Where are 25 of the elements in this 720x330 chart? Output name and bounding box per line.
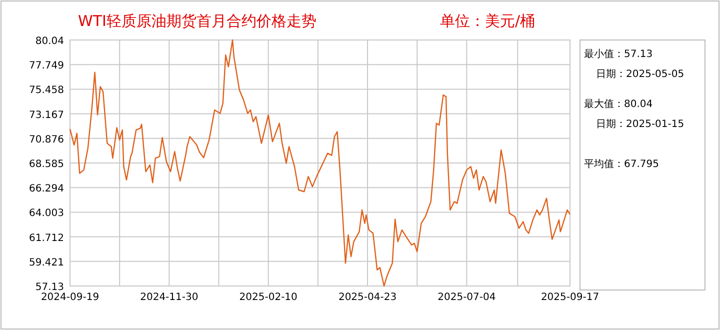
x-tick-label: 2024-11-30 — [140, 292, 198, 303]
y-tick-label: 57.13 — [35, 282, 64, 293]
y-tick-label: 80.04 — [35, 36, 64, 47]
y-tick-label: 73.167 — [29, 110, 64, 121]
x-tick-label: 2024-09-19 — [40, 292, 100, 303]
y-tick-label: 70.876 — [29, 134, 64, 146]
x-tick-label: 2025-07-04 — [438, 292, 496, 303]
y-tick-label: 77.749 — [29, 60, 64, 72]
text: 日期：2025-01-15 — [596, 118, 684, 130]
y-tick-label: 66.294 — [29, 184, 64, 195]
chart-subtitle: 单位：美元/桶 — [440, 12, 536, 30]
text: 最大值：80.04 — [584, 98, 653, 110]
y-tick-label: 64.003 — [29, 208, 64, 220]
chart-title: WTI轻质原油期货首月合约价格走势 — [78, 12, 316, 30]
text: 最小值：57.13 — [584, 48, 653, 60]
y-tick-label: 59.421 — [29, 257, 64, 268]
y-tick-label: 61.712 — [29, 232, 64, 244]
x-tick-label: 2025-02-10 — [239, 292, 298, 303]
line-series — [69, 39, 571, 287]
text: 平均值：67.795 — [584, 158, 659, 170]
x-tick-label: 2025-04-23 — [338, 292, 397, 303]
text: 日期：2025-05-05 — [596, 68, 684, 80]
x-tick-label: 2025-09-17 — [540, 292, 600, 303]
y-tick-label: 68.585 — [29, 159, 64, 170]
y-tick-label: 75.458 — [29, 85, 64, 96]
